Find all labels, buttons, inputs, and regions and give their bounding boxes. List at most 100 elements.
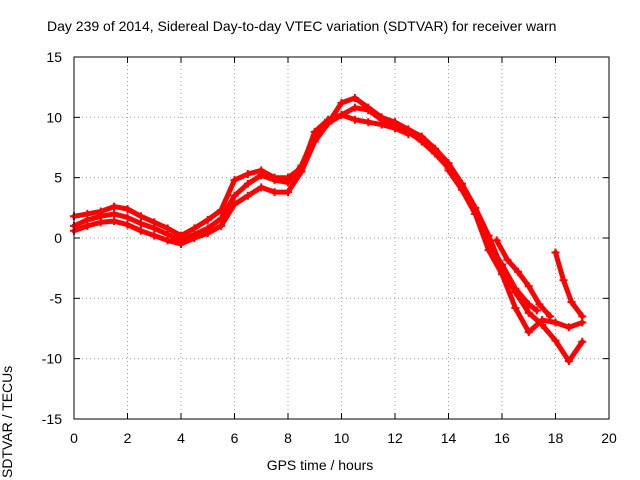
data-point [538, 316, 547, 325]
data-point [578, 337, 587, 346]
data-point [203, 215, 212, 224]
data-point [136, 226, 145, 235]
x-tick-label: 18 [548, 430, 564, 446]
data-point [203, 229, 212, 238]
data-point [431, 144, 440, 153]
data-point [551, 336, 560, 345]
data-point [110, 209, 119, 218]
data-point [324, 119, 333, 128]
data-point [150, 231, 159, 240]
y-tick-label: -10 [42, 351, 62, 367]
data-point [243, 170, 252, 179]
data-point [551, 318, 560, 327]
data-point [524, 282, 533, 291]
data-point [270, 176, 279, 185]
data-point [578, 312, 587, 321]
data-point [567, 297, 576, 306]
data-point [471, 209, 480, 218]
y-tick-label: 0 [54, 230, 62, 246]
data-point [257, 183, 266, 192]
data-point [350, 94, 359, 103]
y-tick-label: 15 [46, 49, 62, 65]
data-point [96, 218, 105, 227]
y-tick-label: -5 [50, 290, 63, 306]
series-line-trace-e [494, 237, 553, 319]
y-tick-label: 10 [46, 109, 62, 125]
data-point [546, 312, 555, 321]
series-line-trace-c [71, 95, 585, 335]
data-point [391, 118, 399, 127]
x-tick-label: 10 [334, 430, 350, 446]
data-point [503, 255, 512, 264]
x-tick-label: 12 [387, 430, 403, 446]
x-tick-label: 6 [231, 430, 239, 446]
data-point [230, 191, 239, 200]
data-point [444, 159, 453, 168]
data-point [564, 357, 573, 366]
data-point [123, 205, 132, 214]
data-point [364, 118, 373, 127]
data-point [150, 224, 159, 233]
data-point [136, 212, 145, 221]
data-point [337, 98, 346, 107]
x-tick-label: 0 [70, 430, 78, 446]
data-point [350, 115, 359, 124]
data-point [297, 167, 306, 176]
data-point [457, 185, 466, 194]
data-point [217, 221, 226, 230]
series-line-trace-f [553, 250, 585, 319]
data-point [190, 234, 199, 242]
data-point [284, 188, 292, 197]
x-tick-label: 2 [124, 430, 132, 446]
data-point [535, 300, 544, 309]
x-tick-label: 20 [601, 430, 617, 446]
y-tick-label: 5 [54, 170, 62, 186]
data-point [559, 276, 568, 285]
series-line-trace-d [446, 167, 540, 313]
data-point [444, 166, 453, 175]
chart-title: Day 239 of 2014, Sidereal Day-to-day VTE… [47, 18, 557, 34]
data-point [230, 200, 239, 209]
data-point [243, 179, 252, 188]
data-point [177, 240, 185, 249]
data-point [83, 221, 92, 230]
x-tick-label: 16 [494, 430, 510, 446]
data-point [524, 300, 533, 309]
data-point [551, 248, 560, 257]
data-point [110, 202, 119, 211]
data-point [110, 217, 119, 226]
data-point [377, 113, 386, 122]
data-point [524, 308, 533, 317]
data-point [514, 267, 523, 276]
data-point [230, 176, 239, 185]
tick-layer: 0 2 4 6 8 10 12 14 16 18 20 -15 -10 -5 0 5 10 15 [42, 49, 617, 446]
data-point [498, 260, 506, 269]
data-point [350, 103, 359, 112]
x-axis-label: GPS time / hours [266, 457, 374, 473]
x-tick-label: 8 [284, 430, 292, 446]
data-point [564, 323, 573, 332]
data-point [511, 303, 520, 312]
data-point [532, 306, 541, 315]
data-point [492, 236, 501, 245]
x-tick-label: 14 [441, 430, 457, 446]
data-point [123, 220, 132, 229]
data-point [417, 132, 426, 141]
series-layer [70, 94, 587, 366]
x-tick-label: 4 [177, 430, 185, 446]
data-point [364, 103, 373, 112]
data-point [484, 240, 493, 249]
data-point [270, 188, 279, 197]
y-tick-label: -15 [42, 411, 62, 427]
data-point [511, 284, 520, 293]
data-point [524, 328, 533, 337]
data-point [337, 110, 346, 119]
data-point [123, 213, 132, 222]
data-point [163, 236, 172, 245]
data-point [284, 178, 292, 187]
data-point [136, 219, 145, 228]
data-point [243, 191, 252, 200]
data-point [404, 125, 413, 134]
data-point [257, 171, 266, 180]
